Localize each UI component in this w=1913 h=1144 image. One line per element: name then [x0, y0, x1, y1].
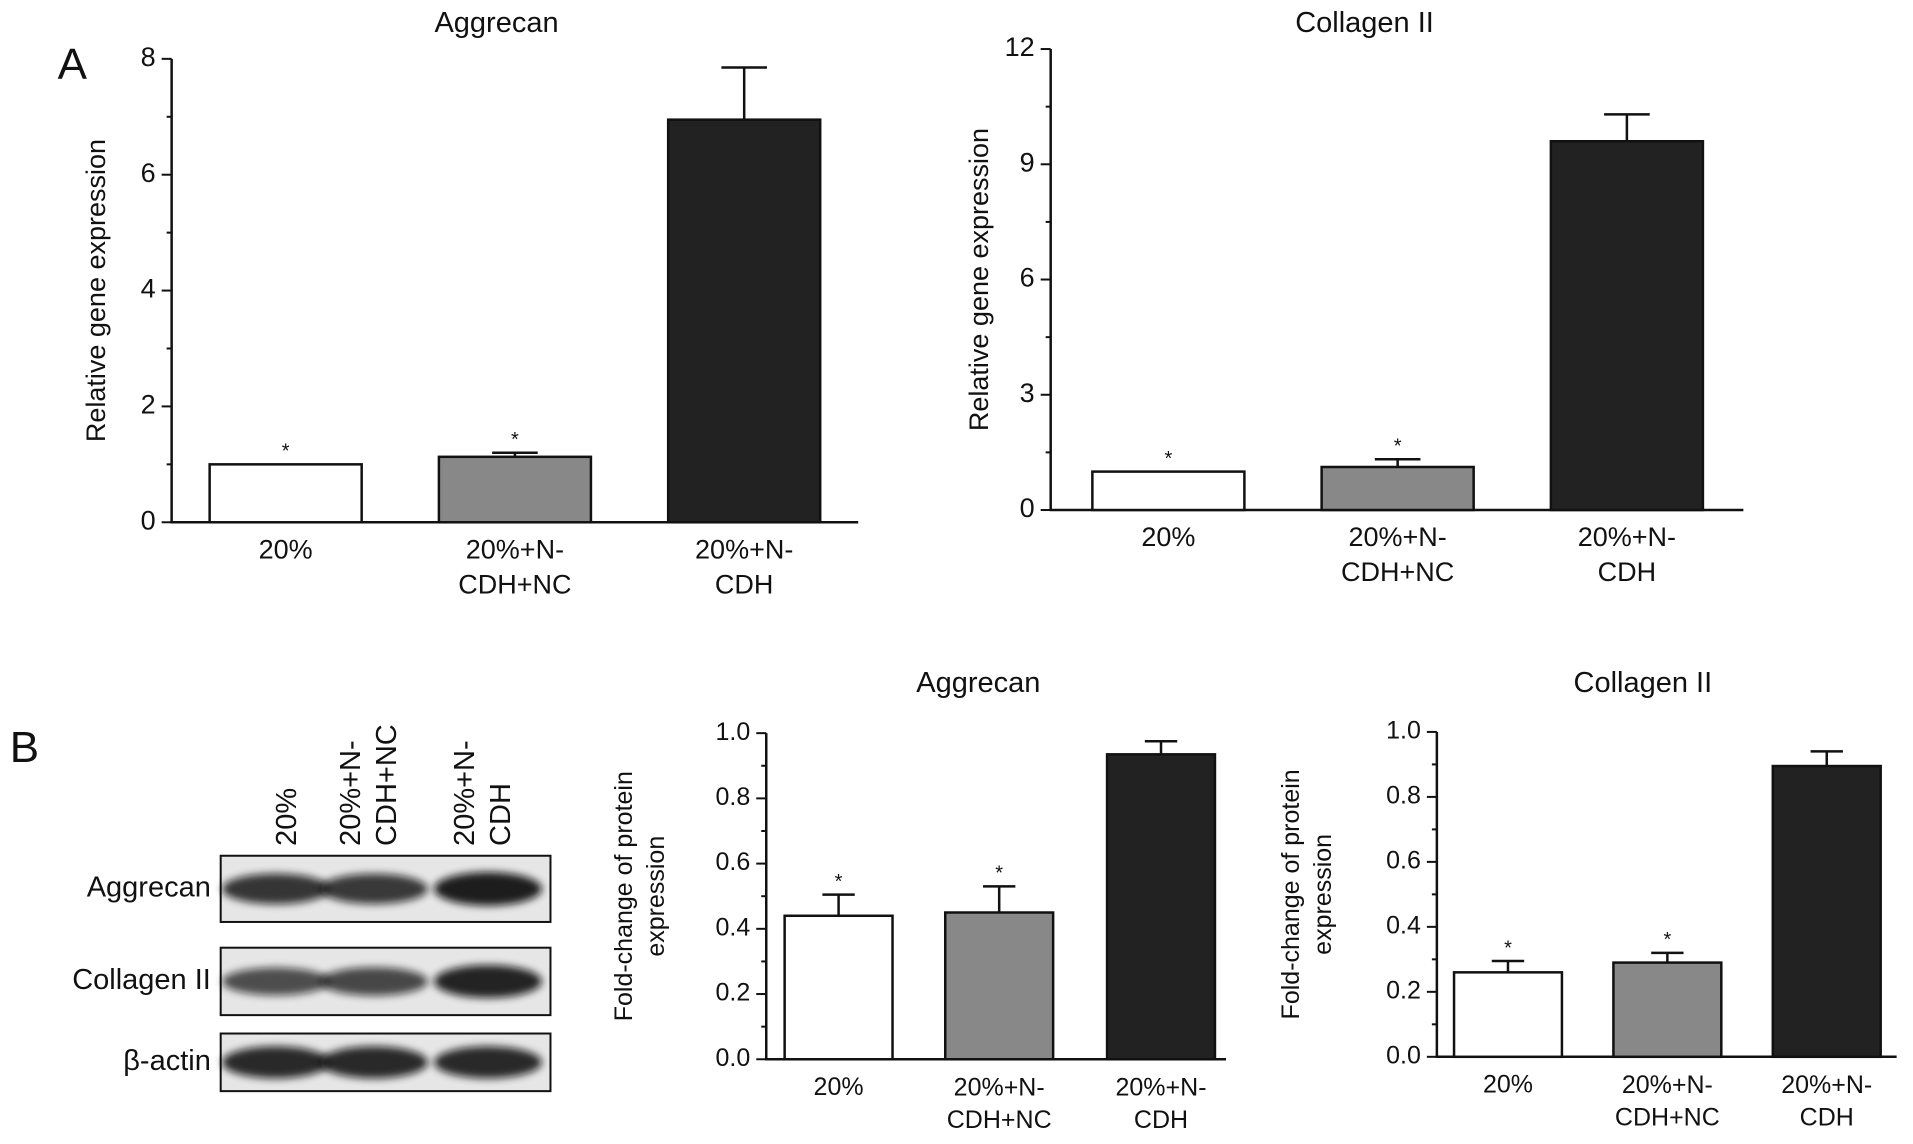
blot-lane-label: 20%	[271, 788, 303, 846]
y-tick-label: 0.2	[1386, 976, 1421, 1004]
bar	[1320, 465, 1475, 512]
y-tick-label: 6	[1020, 263, 1035, 293]
bar	[1549, 139, 1705, 512]
bar	[783, 914, 894, 1061]
chart-title: Aggrecan	[434, 7, 558, 39]
significance-marker: *	[1504, 937, 1512, 959]
y-tick-label: 0.6	[1386, 846, 1421, 874]
y-axis-label: Fold-change of protein expression	[610, 771, 670, 1021]
y-tick-label: 0	[141, 505, 156, 535]
bar	[666, 118, 822, 524]
panel-label: B	[10, 723, 39, 772]
panel-label: A	[58, 40, 88, 89]
blot-row-label: β-actin	[123, 1045, 211, 1077]
blot-band	[434, 872, 542, 906]
blot-band	[319, 873, 428, 904]
x-tick-label: 20%	[1141, 522, 1195, 552]
x-tick-label: 20%+N-CDH	[1116, 1073, 1207, 1134]
blot-band	[221, 1046, 330, 1079]
y-axis-label: Relative gene expression	[81, 139, 111, 442]
y-tick-label: 0.0	[1386, 1041, 1421, 1069]
y-tick-label: 9	[1020, 147, 1035, 177]
blot-band	[319, 967, 428, 996]
bar	[1612, 961, 1723, 1059]
x-tick-label: 20%+N-CDH	[695, 534, 793, 599]
y-tick-label: 3	[1020, 378, 1035, 408]
y-tick-label: 0.8	[1386, 782, 1421, 810]
y-tick-label: 1.0	[1386, 717, 1421, 745]
significance-marker: *	[511, 429, 519, 451]
significance-marker: *	[835, 871, 843, 893]
x-tick-label: 20%+N-CDH	[1578, 522, 1676, 587]
y-tick-label: 4	[141, 274, 156, 304]
y-tick-label: 8	[141, 42, 156, 72]
blot-band	[221, 873, 330, 905]
y-tick-label: 0.2	[715, 979, 750, 1007]
blot-row-label: Aggrecan	[87, 872, 211, 904]
y-tick-label: 6	[141, 158, 156, 188]
y-tick-label: 0.6	[715, 848, 750, 876]
x-tick-label: 20%+N-CDH+NC	[1615, 1070, 1720, 1131]
bar	[943, 911, 1055, 1061]
x-tick-label: 20%+N-CDH+NC	[1341, 522, 1454, 587]
y-tick-label: 0.8	[715, 783, 750, 811]
significance-marker: *	[1394, 436, 1402, 458]
y-tick-label: 12	[1005, 32, 1035, 62]
blot-band	[319, 1046, 428, 1079]
bar	[1091, 470, 1246, 512]
y-axis-label: Fold-change of protein expression	[1277, 769, 1337, 1019]
x-tick-label: 20%	[259, 534, 313, 564]
y-tick-label: 0.4	[1386, 911, 1421, 939]
x-tick-label: 20%+N-CDH	[1781, 1070, 1872, 1131]
significance-marker: *	[995, 863, 1003, 885]
y-tick-label: 0.0	[715, 1044, 750, 1072]
blot-band	[221, 967, 330, 996]
blot-lane-label: 20%+N- CDH	[449, 740, 517, 846]
blot-row-label: Collagen II	[72, 964, 211, 996]
chart-title: Collagen II	[1295, 7, 1434, 39]
bar	[1105, 753, 1217, 1061]
significance-marker: *	[282, 441, 290, 463]
significance-marker: *	[1663, 929, 1671, 951]
y-tick-label: 1.0	[715, 718, 750, 746]
x-tick-label: 20%+N-CDH+NC	[458, 534, 571, 599]
blot-band	[434, 964, 542, 998]
bar	[1771, 764, 1882, 1059]
bar	[1452, 971, 1564, 1059]
chart-title: Collagen II	[1574, 667, 1713, 699]
significance-marker: *	[1164, 448, 1172, 470]
blot-lane-label: 20%+N- CDH+NC	[335, 724, 403, 846]
y-tick-label: 0.4	[715, 913, 750, 941]
y-axis-label: Relative gene expression	[964, 128, 994, 431]
chart-title: Aggrecan	[916, 667, 1040, 699]
x-tick-label: 20%+N-CDH+NC	[947, 1073, 1052, 1134]
bar	[437, 455, 593, 524]
x-tick-label: 20%	[1483, 1070, 1533, 1098]
bar	[208, 463, 363, 524]
blot-band	[434, 1046, 542, 1079]
y-tick-label: 2	[141, 390, 156, 420]
x-tick-label: 20%	[814, 1073, 864, 1101]
y-tick-label: 0	[1020, 493, 1035, 523]
